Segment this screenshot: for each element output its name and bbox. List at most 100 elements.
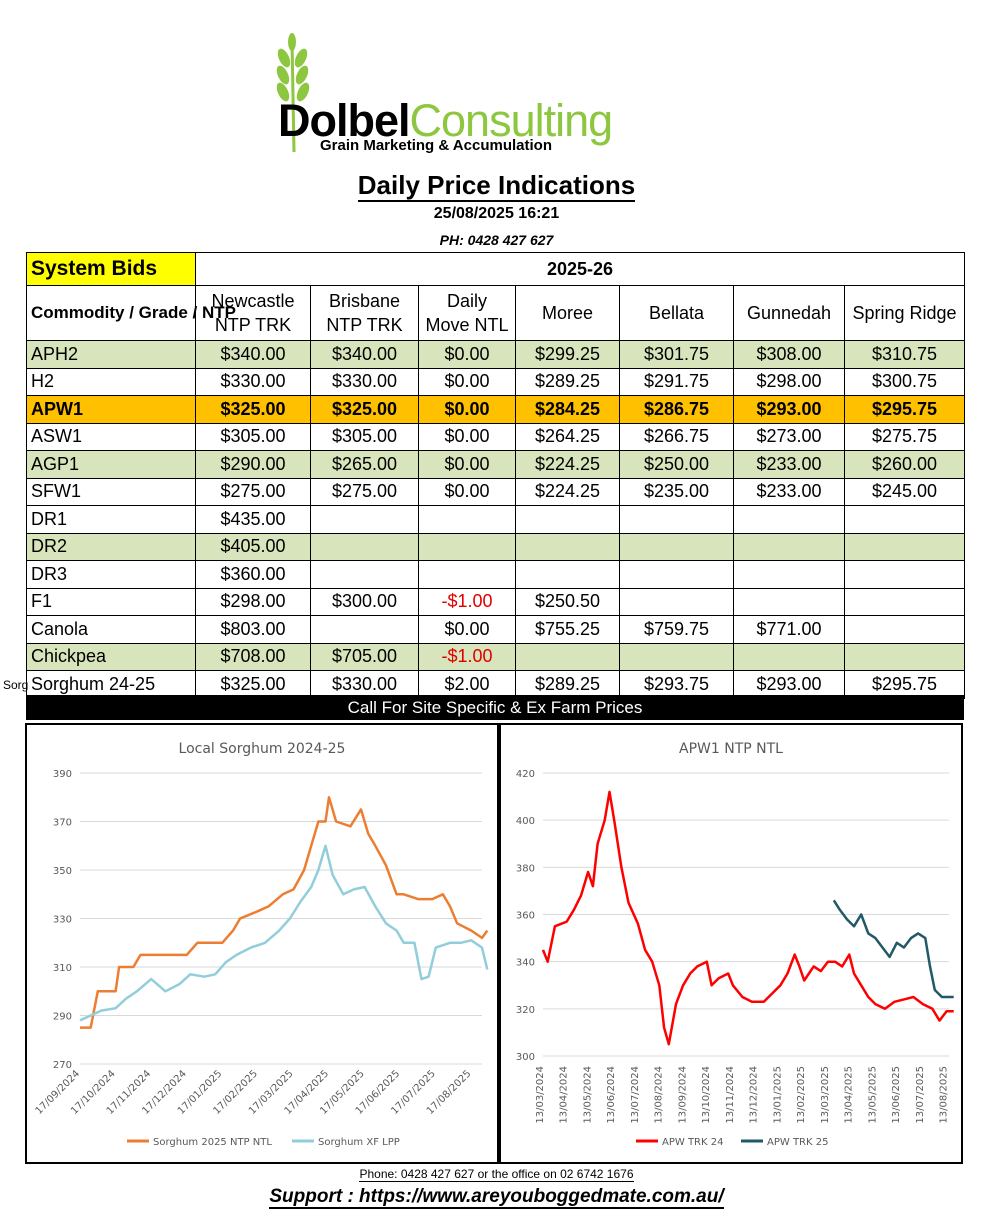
price-cell: $275.00 (195, 477, 311, 506)
price-cell (619, 560, 734, 589)
legend-label: Sorghum XF LPP (318, 1137, 400, 1148)
price-cell: $0.00 (418, 367, 516, 396)
x-tick-label: 13/07/2024 (630, 1066, 641, 1124)
price-cell: $300.75 (843, 367, 966, 396)
price-cell: $293.00 (733, 395, 845, 424)
price-cell (733, 505, 845, 534)
grade-cell: H2 (26, 367, 196, 396)
price-cell: $0.00 (418, 395, 516, 424)
price-cell: $275.00 (310, 477, 419, 506)
price-cell: $759.75 (619, 615, 734, 644)
system-bids-label: System Bids (26, 252, 196, 286)
column-header-line1: Moree (541, 302, 594, 323)
grade-cell: APW1 (26, 395, 196, 424)
table-row: H2 $330.00 $330.00 $0.00 $289.25 $291.75 $298.… (26, 367, 966, 396)
price-cell (733, 532, 845, 561)
support-link[interactable]: Support : https://www.areyouboggedmate.c… (269, 1186, 724, 1209)
price-cell: $435.00 (195, 505, 311, 534)
price-cell: $325.00 (310, 395, 419, 424)
price-cell (843, 642, 966, 671)
price-cell (733, 587, 845, 616)
x-tick-label: 13/04/2024 (559, 1066, 570, 1124)
price-cell (310, 615, 419, 644)
price-cell: $2.00 (418, 670, 516, 699)
price-cell: $250.00 (619, 450, 734, 479)
contact-footer: Phone: 0428 427 627 or the office on 02 … (359, 1167, 634, 1182)
price-cell: $233.00 (733, 450, 845, 479)
price-cell: $289.25 (515, 367, 620, 396)
series-line (541, 790, 954, 1046)
grade-cell: AGP1 (26, 450, 196, 479)
column-header-line1: Brisbane (328, 290, 401, 311)
y-tick-label: 400 (516, 816, 535, 827)
price-cell: $360.00 (195, 560, 311, 589)
price-cell: $0.00 (418, 422, 516, 451)
price-cell (619, 587, 734, 616)
column-header: Bellata (619, 285, 734, 341)
table-row: SFW1 $275.00 $275.00 $0.00 $224.25 $235.00 $23… (26, 477, 966, 506)
series-line (80, 796, 489, 1029)
price-cell: $305.00 (310, 422, 419, 451)
price-cell: $330.00 (310, 670, 419, 699)
column-header: Newcastle NTP TRK (195, 285, 311, 341)
price-cell (515, 532, 620, 561)
page-title: Daily Price Indications (357, 170, 636, 202)
cutoff-label: Sorg (3, 678, 29, 692)
price-cell: $308.00 (733, 340, 845, 369)
price-cell: $266.75 (619, 422, 734, 451)
price-cell: $284.25 (515, 395, 620, 424)
price-cell (515, 642, 620, 671)
y-tick-label: 380 (516, 863, 535, 874)
y-tick-label: 370 (53, 818, 72, 829)
price-cell: $235.00 (619, 477, 734, 506)
price-cell: $298.00 (733, 367, 845, 396)
report-datetime: 25/08/2025 16:21 (433, 205, 560, 222)
price-cell (418, 560, 516, 589)
price-cell (418, 532, 516, 561)
column-header: Moree (515, 285, 620, 341)
phone-number: PH: 0428 427 627 (439, 232, 554, 248)
price-cell: $293.00 (733, 670, 845, 699)
company-logo: DolbelConsulting Grain Marketing & Accum… (270, 30, 630, 155)
price-cell: $300.00 (310, 587, 419, 616)
x-tick-label: 13/12/2024 (749, 1066, 760, 1124)
price-cell: $405.00 (195, 532, 311, 561)
price-cell: $295.75 (843, 670, 966, 699)
table-row: Sorghum 24-25 $325.00 $330.00 $2.00 $289.25 $… (26, 670, 966, 699)
brand-name: DolbelConsulting (278, 95, 613, 146)
price-cell (619, 642, 734, 671)
x-tick-label: 13/02/2025 (796, 1066, 807, 1124)
price-cell: $330.00 (195, 367, 311, 396)
x-tick-label: 13/03/2024 (535, 1066, 546, 1124)
price-cell: $224.25 (515, 477, 620, 506)
y-tick-label: 390 (53, 769, 72, 780)
x-tick-label: 13/08/2025 (939, 1066, 950, 1124)
y-tick-label: 420 (516, 769, 535, 780)
table-row: AGP1 $290.00 $265.00 $0.00 $224.25 $250.00 $23… (26, 450, 966, 479)
table-row: APH2 $340.00 $340.00 $0.00 $299.25 $301.75 $30… (26, 340, 966, 369)
column-header: Brisbane NTP TRK (310, 285, 419, 341)
y-tick-label: 310 (53, 963, 72, 974)
table-row: APW1 $325.00 $325.00 $0.00 $284.25 $286.75 $29… (26, 395, 966, 424)
x-tick-label: 13/07/2025 (915, 1066, 926, 1124)
x-tick-label: 13/09/2024 (677, 1066, 688, 1124)
price-cell (310, 532, 419, 561)
price-cell (843, 505, 966, 534)
table-row: Chickpea $708.00 $705.00 -$1.00 (26, 642, 966, 671)
price-cell: $325.00 (195, 670, 311, 699)
x-tick-label: 13/06/2025 (891, 1066, 902, 1124)
y-tick-label: 290 (53, 1012, 72, 1023)
y-tick-label: 350 (53, 866, 72, 877)
price-cell: $330.00 (310, 367, 419, 396)
price-cell (843, 532, 966, 561)
table-row: F1 $298.00 $300.00 -$1.00 $250.50 (26, 587, 966, 616)
price-cell (619, 532, 734, 561)
legend-label: APW TRK 25 (767, 1137, 828, 1148)
price-cell: $289.25 (515, 670, 620, 699)
table-row: DR2 $405.00 (26, 532, 966, 561)
column-header-line1: Daily (446, 290, 487, 311)
chart-title: APW1 NTP NTL (679, 741, 783, 757)
price-cell: $265.00 (310, 450, 419, 479)
x-tick-label: 13/03/2025 (820, 1066, 831, 1124)
price-cell: $0.00 (418, 450, 516, 479)
